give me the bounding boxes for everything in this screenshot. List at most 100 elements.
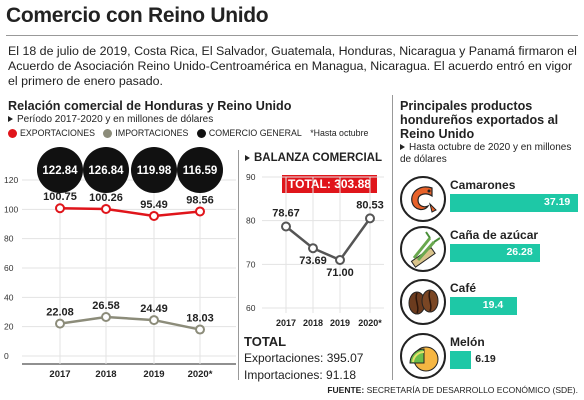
general-trade-label: 122.84 xyxy=(42,165,78,177)
exports-value-label: 100.75 xyxy=(43,191,77,203)
bullet-icon xyxy=(400,144,405,151)
left-chart-title: Relación comercial de Honduras y Reino U… xyxy=(8,99,292,113)
bullet-icon xyxy=(245,154,250,161)
y-tick-label: 40 xyxy=(4,292,14,302)
legend-exports: EXPORTACIONES xyxy=(8,128,95,139)
exports-value-label: 95.49 xyxy=(140,199,168,211)
legend-note: *Hasta octubre xyxy=(310,128,369,138)
y-tick-label: 60 xyxy=(246,303,256,313)
y-tick-label: 120 xyxy=(4,175,18,185)
exports-point xyxy=(55,203,65,214)
balance-point xyxy=(308,243,318,254)
totals-imports: Importaciones: 91.18 xyxy=(244,368,357,382)
melon-icon xyxy=(400,333,446,379)
product-name: Café xyxy=(450,281,477,295)
source-text: SECRETARÍA DE DESARROLLO ECONÓMICO (SDE)… xyxy=(366,385,578,395)
y-tick-label: 90 xyxy=(246,172,256,182)
exports-point xyxy=(101,203,111,214)
imports-point xyxy=(55,318,65,329)
intro-text: El 18 de julio de 2019, Costa Rica, El S… xyxy=(8,44,577,88)
general-trade-label: 119.98 xyxy=(137,165,172,177)
shrimp-icon xyxy=(400,176,446,222)
balance-point xyxy=(365,213,375,224)
balance-line-chart: 60 70 80 90 2017 2018 2019 2020* 78.67 73.6971.00… xyxy=(246,172,384,328)
exports-point xyxy=(149,210,159,221)
product-value-label: 19.4 xyxy=(482,299,504,311)
imports-dot-icon xyxy=(103,129,113,139)
product-bar xyxy=(450,297,517,315)
left-line-chart: 0 20 40 60 80 100 120 2017 2018 2019 2020* 122.84 12… xyxy=(4,147,236,380)
imports-value-label: 26.58 xyxy=(92,300,120,312)
balance-value-label: 80.53 xyxy=(356,199,384,211)
balance-value-label: 71.00 xyxy=(326,267,354,279)
product-name: Melón xyxy=(450,335,485,349)
product-row: Café 19.4 xyxy=(400,279,580,329)
x-tick-label: 2020* xyxy=(358,318,382,328)
general-trade-label: 126.84 xyxy=(88,165,124,177)
period-text: Período 2017-2020 y en millones de dólar… xyxy=(17,114,214,125)
right-note: Hasta octubre de 2020 y en millones de d… xyxy=(400,142,580,166)
x-tick-label: 2018 xyxy=(303,318,323,328)
right-title: Principales productos hondureños exporta… xyxy=(400,99,559,141)
balance-line xyxy=(285,217,372,262)
general-trade-circle xyxy=(37,147,83,193)
source-note: FUENTE: SECRETARÍA DE DESARROLLO ECONÓMI… xyxy=(327,385,578,395)
source-label: FUENTE: xyxy=(327,385,365,395)
product-value-label: 37.19 xyxy=(544,196,571,208)
x-tick-label: 2019 xyxy=(143,369,164,380)
left-chart-legend: EXPORTACIONES IMPORTACIONES COMERCIO GEN… xyxy=(8,128,374,139)
x-tick-label: 2019 xyxy=(330,318,350,328)
general-trade-label: 116.59 xyxy=(183,165,218,177)
imports-point xyxy=(149,315,159,326)
exports-value-label: 100.26 xyxy=(89,192,123,204)
balance-point xyxy=(335,254,345,265)
coffee-beans-icon xyxy=(400,279,446,325)
general-trade-circle xyxy=(177,147,223,193)
y-tick-label: 60 xyxy=(4,263,14,273)
balance-point xyxy=(281,221,291,232)
exports-dot-icon xyxy=(8,129,17,139)
vertical-divider-right xyxy=(392,95,393,380)
exports-point xyxy=(195,206,205,217)
y-tick-label: 80 xyxy=(4,234,14,244)
product-bar xyxy=(450,244,541,262)
y-tick-label: 20 xyxy=(4,322,14,332)
left-chart-period: Período 2017-2020 y en millones de dólar… xyxy=(8,114,213,125)
exports-line xyxy=(59,206,201,218)
y-tick-label: 70 xyxy=(246,259,256,269)
vertical-divider-left xyxy=(238,150,239,380)
y-tick-label: 80 xyxy=(246,216,256,226)
product-value-label: 26.28 xyxy=(506,246,533,258)
balance-title-text: BALANZA COMERCIAL xyxy=(254,152,382,164)
balance-title: BALANZA COMERCIAL xyxy=(245,152,382,164)
legend-general: COMERCIO GENERAL xyxy=(196,128,302,139)
title-divider xyxy=(6,35,578,36)
sugarcane-icon xyxy=(400,226,446,272)
product-row: Melón 6.19 xyxy=(400,333,580,383)
imports-point xyxy=(195,324,205,335)
product-row: Caña de azúcar 26.28 xyxy=(400,226,580,276)
product-bar xyxy=(450,194,578,212)
x-tick-label: 2017 xyxy=(276,318,296,328)
imports-value-label: 22.08 xyxy=(46,307,74,319)
general-trade-circle xyxy=(83,147,129,193)
product-value-label: 6.19 xyxy=(475,353,496,365)
x-tick-label: 2017 xyxy=(49,369,70,380)
bullet-icon xyxy=(8,116,13,123)
general-dot-icon xyxy=(196,129,206,139)
right-note-text: Hasta octubre de 2020 y en millones de d… xyxy=(400,142,572,165)
x-tick-label: 2018 xyxy=(95,369,116,380)
imports-point xyxy=(101,312,111,323)
totals-head: TOTAL xyxy=(244,334,287,349)
imports-value-label: 18.03 xyxy=(186,313,214,325)
general-trade-circle xyxy=(131,147,177,193)
totals-block: TOTAL Exportaciones: 395.07 Importacione… xyxy=(244,333,363,384)
totals-exports: Exportaciones: 395.07 xyxy=(244,351,364,365)
y-tick-label: 0 xyxy=(4,351,9,361)
imports-line xyxy=(59,315,201,331)
product-bar xyxy=(450,351,472,369)
legend-exports-label: EXPORTACIONES xyxy=(20,128,95,138)
balance-value-label: 78.67 xyxy=(272,207,300,219)
legend-imports-label: IMPORTACIONES xyxy=(115,128,189,138)
total-badge: TOTAL: 303.88 xyxy=(282,175,377,193)
